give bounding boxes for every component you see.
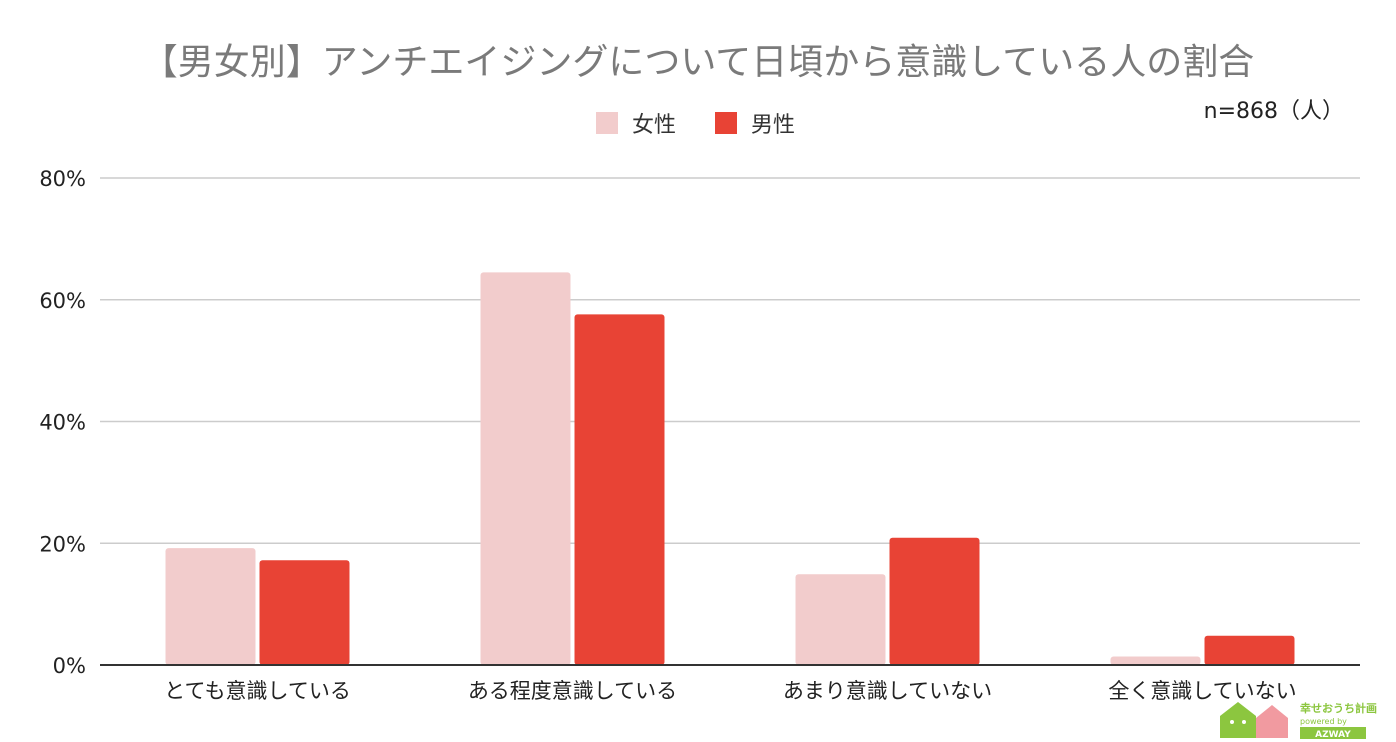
x-category-label: 全く意識していない [1108,679,1296,703]
bar-male [889,537,980,665]
bar-female [1110,656,1201,665]
legend-swatch-male [715,112,737,134]
bar-male [259,560,350,665]
logo-eye-icon [1242,720,1246,724]
bar-female [165,548,256,665]
legend-label-male: 男性 [751,113,795,138]
bars [165,272,1295,665]
gridlines [100,177,1360,544]
logo-sub: powered by [1300,717,1347,726]
x-category-label: とても意識している [164,679,351,703]
logo-house-pink-icon [1256,705,1288,738]
logo-house-green-icon [1220,702,1256,738]
bar-female [795,574,886,665]
bar-male [1204,635,1295,665]
y-tick-label: 60% [39,289,86,313]
chart-title: 【男女別】アンチエイジングについて日頃から意識している人の割合 [142,42,1254,83]
legend-swatch-female [596,112,618,134]
sample-size-note: n=868（人） [1204,99,1344,124]
bar-male [574,314,665,665]
y-tick-label: 40% [39,411,86,435]
x-category-label: ある程度意識している [468,679,677,703]
brand-logo: 幸せおうち計画 powered by AZWAY [1220,701,1377,740]
legend-label-female: 女性 [632,113,676,138]
logo-name: 幸せおうち計画 [1300,701,1377,715]
bar-female [480,272,571,665]
x-axis-labels: とても意識している ある程度意識している あまり意識していない 全く意識していない [164,679,1297,703]
y-axis-ticks: 0% 20% 40% 60% 80% [39,167,86,678]
y-tick-label: 20% [39,532,86,556]
legend: 女性 男性 [596,112,795,138]
y-tick-label: 0% [53,654,86,678]
logo-brand-box [1300,727,1366,739]
y-tick-label: 80% [39,167,86,191]
logo-brand: AZWAY [1315,730,1351,740]
logo-eye-icon [1230,720,1234,724]
x-category-label: あまり意識していない [783,679,992,703]
